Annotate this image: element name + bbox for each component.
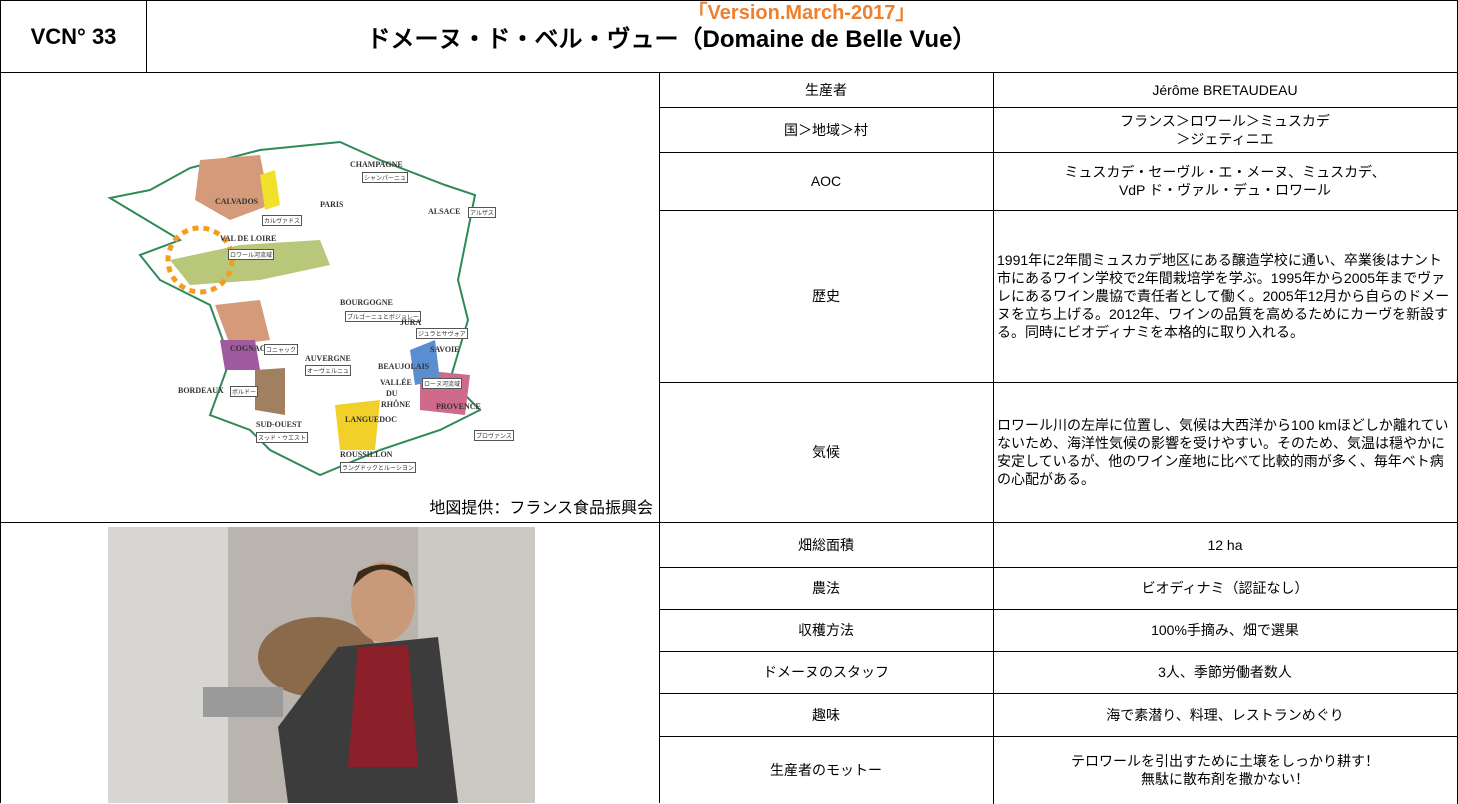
photo-cell xyxy=(0,522,660,803)
map-label: COGNAC xyxy=(230,344,266,353)
row-label: 生産者のモットー xyxy=(659,736,994,804)
row-label: ドメーヌのスタッフ xyxy=(659,651,994,694)
map-label: BOURGOGNE xyxy=(340,298,393,307)
map-label: ロワール河流域 xyxy=(228,249,275,260)
title: ドメーヌ・ド・ベル・ヴュー（Domaine de Belle Vue） xyxy=(366,26,977,53)
map-label: JURA xyxy=(400,318,422,327)
row-label: 趣味 xyxy=(659,693,994,737)
map-label: ラングドックとルーシヨン xyxy=(340,462,416,473)
title-cell: 「Version.March-2017」 ドメーヌ・ド・ベル・ヴュー（Domai… xyxy=(146,0,1458,73)
row-value: 海で素潜り、料理、レストランめぐり xyxy=(993,693,1458,737)
map-label: ジュラとサヴォア xyxy=(416,328,468,339)
region xyxy=(410,340,440,385)
row-value: テロワールを引出すために土壌をしっかり耕す！ 無駄に散布剤を撒かない！ xyxy=(993,736,1458,804)
row-value: 1991年に2年間ミュスカデ地区にある醸造学校に通い、卒業後はナント市にあるワイ… xyxy=(993,210,1458,383)
map-label: ボルドー xyxy=(230,386,259,397)
value-line: ＞ジェティニエ xyxy=(1176,130,1274,147)
region xyxy=(260,170,280,210)
row-label: 畑総面積 xyxy=(659,522,994,568)
map-label: VALLÉE xyxy=(380,378,412,387)
value-line: VdP ド・ヴァル・デュ・ロワール xyxy=(1118,182,1332,198)
row-value: フランス＞ロワール＞ミュスカデ ＞ジェティニエ xyxy=(993,107,1458,153)
value-line: ミュスカデ・セーヴル・エ・メーヌ、ミュスカデ、 xyxy=(1064,164,1386,180)
map-label: PARIS xyxy=(320,200,344,209)
map-label: VAL DE LOIRE xyxy=(220,234,277,243)
map-label: PROVENCE xyxy=(436,402,481,411)
map-label: ローヌ河流域 xyxy=(422,378,463,389)
row-label: 農法 xyxy=(659,567,994,610)
version: 「Version.March-2017」 xyxy=(687,2,916,24)
row-label: 歴史 xyxy=(659,210,994,383)
map-label: コニャック xyxy=(264,344,299,355)
row-label: 生産者 xyxy=(659,72,994,108)
france-outline xyxy=(107,140,482,477)
map-label: ALSACE xyxy=(428,207,461,216)
row-value: 3人、季節労働者数人 xyxy=(993,651,1458,694)
row-value: ビオディナミ（認証なし） xyxy=(993,567,1458,610)
region xyxy=(220,340,260,370)
map-label: SAVOIE xyxy=(430,345,460,354)
map-label: ブルゴーニュとボジョレー xyxy=(345,311,421,322)
map-label: RHÔNE xyxy=(381,400,411,409)
value-line: フランス＞ロワール＞ミュスカデ xyxy=(1120,112,1330,129)
map-label: BEAUJOLAIS xyxy=(378,362,430,371)
map-label: SUD-OUEST xyxy=(256,420,302,429)
region xyxy=(335,400,380,450)
row-label: 国＞地域＞村 xyxy=(659,107,994,153)
map-label: プロヴァンス xyxy=(474,430,514,441)
row-value: 12 ha xyxy=(993,522,1458,568)
region xyxy=(195,155,270,220)
map-label: シャンパーニュ xyxy=(362,172,409,183)
map-label: CALVADOS xyxy=(215,197,259,206)
row-label: 気候 xyxy=(659,382,994,523)
map xyxy=(107,140,482,477)
map-cell: 地図提供：フランス食品振興会 xyxy=(0,72,660,523)
map-label: DU xyxy=(386,389,398,398)
map-label: AUVERGNE xyxy=(305,354,351,363)
row-value: ロワール川の左岸に位置し、気候は大西洋から100 kmほどしか離れていないため、… xyxy=(993,382,1458,523)
value-line: テロワールを引出すために土壌をしっかり耕す！ xyxy=(1071,753,1379,769)
map-label: カルヴァドス xyxy=(262,215,303,226)
highlight-circle xyxy=(165,225,235,295)
row-label: 収穫方法 xyxy=(659,609,994,652)
map-label: スッド・ウエスト xyxy=(256,432,309,443)
map-label: オーヴェルニュ xyxy=(305,365,352,376)
region xyxy=(255,368,285,415)
region xyxy=(170,240,330,285)
region xyxy=(215,300,270,345)
map-label: CHAMPAGNE xyxy=(350,160,403,169)
map-label: BORDEAUX xyxy=(178,386,224,395)
row-value: 100%手摘み、畑で選果 xyxy=(993,609,1458,652)
map-label: LANGUEDOC xyxy=(345,415,398,424)
map-label: ROUSSILLON xyxy=(340,450,393,459)
row-label: AOC xyxy=(659,152,994,211)
code: VCN° 33 xyxy=(0,0,147,73)
value-line: 無駄に散布剤を撒かない！ xyxy=(1141,771,1309,787)
row-value: Jérôme BRETAUDEAU xyxy=(993,72,1458,108)
row-value: ミュスカデ・セーヴル・エ・メーヌ、ミュスカデ、 VdP ド・ヴァル・デュ・ロワール xyxy=(993,152,1458,211)
photo xyxy=(108,527,535,803)
map-credit: 地図提供：フランス食品振興会 xyxy=(429,500,653,517)
map-label: アルザス xyxy=(468,207,496,218)
